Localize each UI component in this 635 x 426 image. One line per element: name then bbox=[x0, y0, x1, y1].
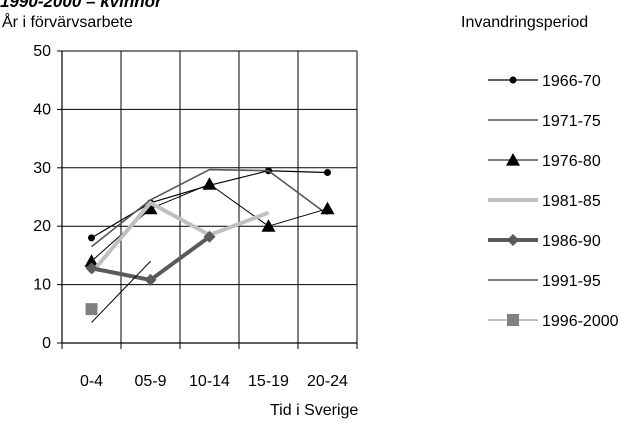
series-line-1976-80 bbox=[91, 183, 328, 262]
y-tick-label: 50 bbox=[33, 43, 51, 60]
legend-label-1991-95: 1991-95 bbox=[542, 273, 601, 290]
series-group bbox=[84, 167, 335, 323]
y-tick-label: 20 bbox=[33, 218, 51, 235]
legend-marker-1986-90 bbox=[507, 234, 519, 246]
data-point-1966-70 bbox=[324, 168, 331, 176]
legend-label-1976-80: 1976-80 bbox=[542, 153, 601, 170]
x-tick-label: 0-4 bbox=[80, 373, 103, 390]
data-point-1986-90 bbox=[144, 273, 157, 286]
series-line-1971-75 bbox=[91, 168, 328, 248]
legend-label-1966-70: 1966-70 bbox=[542, 73, 601, 90]
legend: 1966-70 1971-75 1976-80 1981-85 1986-90 1991-… bbox=[488, 73, 619, 330]
legend-label-1971-75: 1971-75 bbox=[542, 113, 601, 130]
x-axis-label: Tid i Sverige bbox=[270, 402, 358, 419]
y-tick-label: 30 bbox=[33, 160, 51, 177]
data-point-1976-80 bbox=[261, 219, 276, 232]
y-tick-label: 0 bbox=[42, 335, 51, 352]
data-point-1976-80 bbox=[320, 201, 335, 215]
data-point-1976-80 bbox=[202, 177, 217, 190]
y-tick-label: 10 bbox=[33, 277, 51, 294]
legend-label-1996-2000: 1996-2000 bbox=[542, 313, 619, 330]
data-point-1976-80 bbox=[143, 201, 158, 215]
x-tick-label: 05-9 bbox=[134, 373, 166, 390]
y-tick-labels: 0 10 20 30 40 50 bbox=[33, 43, 51, 352]
legend-marker-1976-80 bbox=[506, 153, 520, 166]
x-tick-label: 20-24 bbox=[307, 373, 348, 390]
x-tick-label: 10-14 bbox=[189, 373, 230, 390]
legend-title: Invandringsperiod bbox=[461, 14, 588, 31]
chart-title: 1990-2000 – kvinnor bbox=[0, 0, 163, 11]
series-line-1986-90 bbox=[91, 235, 211, 282]
gridlines bbox=[62, 50, 358, 343]
axes bbox=[57, 50, 358, 349]
series-line-1991-95 bbox=[91, 260, 151, 323]
legend-marker-1996-2000 bbox=[507, 314, 519, 326]
data-point-1986-90 bbox=[85, 262, 98, 275]
y-tick-label: 40 bbox=[33, 101, 51, 118]
x-tick-labels: 0-4 05-9 10-14 15-19 20-24 bbox=[80, 373, 348, 390]
x-tick-label: 15-19 bbox=[248, 373, 289, 390]
data-point-1966-70 bbox=[88, 234, 95, 242]
data-point-1976-80 bbox=[84, 254, 99, 267]
series-line-1981-85 bbox=[89, 200, 270, 275]
data-point-1986-90 bbox=[203, 230, 216, 243]
legend-label-1981-85: 1981-85 bbox=[542, 193, 601, 210]
legend-marker-1966-70 bbox=[509, 76, 517, 84]
data-point-1996-2000 bbox=[85, 303, 98, 316]
y-axis-label: År i förvärvsarbete bbox=[2, 12, 133, 31]
legend-label-1986-90: 1986-90 bbox=[542, 233, 601, 250]
